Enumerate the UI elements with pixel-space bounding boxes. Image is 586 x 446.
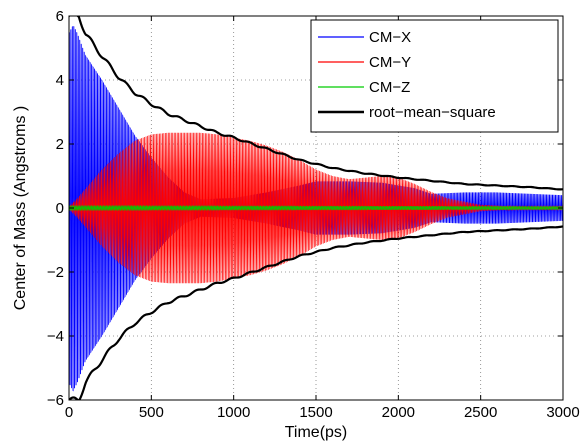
x-tick-label: 2000 <box>382 404 415 421</box>
y-tick-label: 4 <box>56 72 64 89</box>
x-tick-label: 500 <box>139 404 164 421</box>
legend-label: CM−Y <box>369 54 411 71</box>
legend: CM−X CM−Y CM−Z root−mean−square <box>310 19 559 133</box>
legend-label: CM−Z <box>369 79 410 96</box>
axis-ticks: 0 500 1000 1500 2000 2500 3000 −6 −4 −2 0 2 4 6 <box>47 8 580 421</box>
x-tick-label: 2500 <box>464 404 497 421</box>
y-tick-label: 6 <box>56 8 64 25</box>
y-tick-label: −4 <box>47 328 64 345</box>
y-tick-label: 0 <box>56 200 64 217</box>
legend-label: root−mean−square <box>369 104 496 121</box>
plot-area <box>69 16 563 400</box>
legend-label: CM−X <box>369 29 411 46</box>
y-tick-label: −6 <box>47 392 64 409</box>
x-tick-label: 1500 <box>299 404 332 421</box>
x-tick-label: 0 <box>65 404 73 421</box>
y-axis-label: Center of Mass (Angstroms ) <box>12 106 29 311</box>
series-line-1 <box>69 132 563 284</box>
series-line-2 <box>69 205 563 211</box>
rms-envelope-lower <box>69 225 563 400</box>
x-tick-label: 3000 <box>546 404 579 421</box>
rms-envelope-upper <box>69 16 563 191</box>
legend-box <box>310 19 559 133</box>
y-tick-label: −2 <box>47 264 64 281</box>
x-axis-label: Time(ps) <box>285 424 348 441</box>
y-tick-label: 2 <box>56 136 64 153</box>
x-tick-label: 1000 <box>217 404 250 421</box>
